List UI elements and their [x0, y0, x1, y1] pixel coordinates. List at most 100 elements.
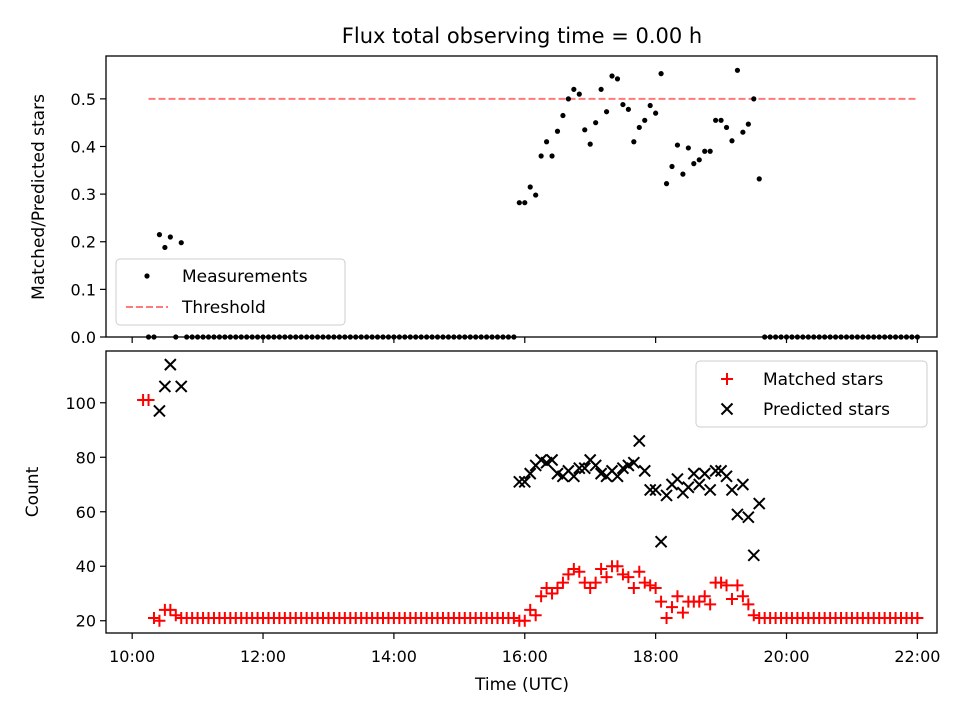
matched-star-point: [529, 609, 542, 622]
matched-star-point: [562, 568, 575, 581]
measurement-point: [587, 141, 593, 147]
measurement-point: [593, 120, 599, 126]
measurement-point: [740, 129, 746, 135]
predicted-star-point: [153, 404, 166, 418]
bottom-panel: 20 40 60 80 100 10:00 12:00 14:00 16:00 18:00 20:0…: [23, 350, 940, 695]
predicted-star-point: [573, 461, 586, 475]
matched-star-point: [507, 612, 520, 625]
chart-title: Flux total observing time = 0.00 h: [342, 24, 702, 48]
legend-predicted-label: Predicted stars: [763, 400, 890, 420]
measurement-point: [614, 76, 621, 82]
measurement-point: [718, 117, 724, 123]
y-tick-label: 0.4: [71, 137, 96, 156]
predicted-star-point: [524, 467, 537, 480]
measurement-point: [625, 106, 631, 112]
matched-star-point: [556, 576, 569, 589]
matched-star-point: [147, 612, 160, 625]
legend-box: [695, 360, 928, 428]
predicted-star-point: [545, 453, 559, 467]
matched-star-point: [142, 394, 155, 407]
x-tick-label: 18:00: [633, 647, 679, 666]
measurement-point: [620, 101, 626, 108]
predicted-star-point: [693, 478, 706, 491]
predicted-star-point: [513, 475, 526, 488]
measurement-point: [702, 148, 708, 154]
measurement-point: [734, 67, 741, 73]
predicted-star-point: [703, 483, 717, 497]
measurement-point: [723, 124, 730, 131]
legend-matched-marker: [721, 373, 733, 385]
measurement-point: [707, 148, 713, 154]
predicted-star-point: [731, 508, 744, 521]
measurement-point: [565, 96, 571, 102]
top-panel-ylabel: Matched/Predicted stars: [29, 94, 49, 300]
matched-star-point: [584, 582, 597, 595]
matched-star-point: [747, 609, 760, 622]
bottom-panel-ylabel: Count: [23, 466, 43, 517]
y-tick-label: 0.3: [71, 185, 96, 204]
measurement-point: [522, 200, 528, 206]
measurement-point: [156, 232, 163, 238]
predicted-star-point: [660, 489, 673, 502]
predicted-star-point: [164, 358, 177, 371]
measurement-point: [162, 244, 168, 251]
matched-star-point: [693, 595, 706, 608]
measurement-point: [685, 145, 691, 151]
matched-star-point: [578, 576, 591, 589]
matched-star-point: [671, 590, 684, 603]
measurement-point: [745, 121, 751, 127]
matched-star-point: [736, 590, 749, 603]
x-tick-label: 22:00: [894, 647, 940, 666]
matched-star-point: [518, 614, 531, 627]
x-axis-label: Time (UTC): [474, 675, 569, 695]
measurement-point: [756, 176, 762, 182]
predicted-star-point: [747, 549, 760, 562]
matched-star-point: [622, 571, 635, 584]
measurement-point: [609, 73, 615, 79]
measurement-point: [713, 117, 719, 123]
matched-star-point: [546, 587, 559, 600]
matched-star-point: [665, 601, 678, 614]
measurement-point: [674, 142, 681, 148]
y-tick-label: 100: [65, 394, 96, 413]
predicted-star-point: [753, 497, 766, 510]
matched-star-point: [535, 590, 548, 603]
bottom-panel-frame: [105, 350, 938, 634]
measurement-point: [603, 109, 610, 115]
matched-star-point: [600, 571, 613, 584]
x-tick-label: 10:00: [109, 647, 155, 666]
top-panel: 0.0 0.1 0.2 0.3 0.4 0.5 Matched/Predicted sta…: [29, 55, 938, 347]
matched-star-point: [660, 612, 673, 625]
y-tick-label: 0.1: [71, 280, 96, 299]
matched-star-point: [655, 595, 668, 608]
legend-predicted-marker: [720, 402, 734, 416]
legend-threshold-label: Threshold: [181, 298, 266, 318]
measurement-point: [653, 110, 659, 116]
measurement-point: [178, 240, 184, 246]
matched-star-point: [540, 582, 553, 595]
measurement-point: [527, 184, 533, 190]
matched-star-point: [611, 560, 624, 573]
matched-star-point: [715, 576, 728, 589]
legend-measurement-marker: [144, 273, 150, 279]
bottom-panel-axes: 20 40 60 80 100 10:00 12:00 14:00 16:00 18:00 20:0…: [65, 394, 940, 666]
y-tick-label: 0.2: [71, 233, 96, 252]
measurement-point: [642, 117, 648, 123]
measurement-point: [680, 171, 686, 177]
measurement-point: [696, 157, 702, 163]
measurement-point: [533, 192, 539, 198]
bottom-panel-legend: Matched stars Predicted stars: [695, 360, 928, 428]
predicted-star-point: [671, 472, 684, 486]
matched-star-point: [720, 579, 733, 592]
measurement-point: [543, 139, 550, 145]
predicted-star-point: [720, 470, 733, 483]
measurement-point: [636, 124, 642, 131]
matched-star-point: [698, 590, 711, 603]
legend-measurements-label: Measurements: [182, 267, 308, 287]
predicted-star-point: [627, 456, 641, 469]
measurement-point: [549, 153, 555, 159]
y-tick-label: 60: [76, 503, 96, 522]
matched-star-point: [573, 565, 586, 578]
predicted-star-point: [158, 380, 172, 393]
